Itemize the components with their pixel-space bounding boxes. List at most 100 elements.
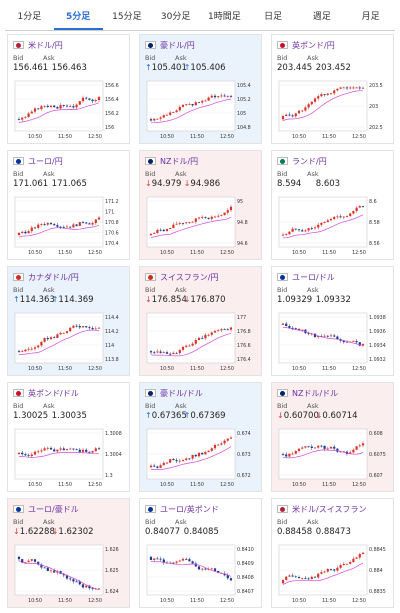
tab-4[interactable]: 1時間足 xyxy=(208,12,241,22)
x-tick-label: 11:50 xyxy=(322,366,336,372)
candle-body xyxy=(46,447,49,449)
candle-body xyxy=(229,95,233,97)
candle-body xyxy=(24,231,27,234)
y-tick-label: 0.674 xyxy=(237,431,251,437)
rate-card-header: 米ドル/スイスフラン xyxy=(277,503,366,515)
candle-body xyxy=(333,446,336,449)
ask-price-wrap: 171.065 xyxy=(52,179,87,189)
price-labels: Bid Ask xyxy=(145,170,205,178)
tab-2[interactable]: 15分足 xyxy=(112,12,142,22)
bid-label: Bid xyxy=(13,518,24,526)
candle-body xyxy=(46,105,49,107)
tab-6[interactable]: 週足 xyxy=(312,12,331,22)
candle-body xyxy=(342,340,345,343)
candle-body xyxy=(207,569,210,570)
candle-body xyxy=(75,449,78,451)
candle-body xyxy=(69,448,72,450)
pair-name: NZドル/ドル xyxy=(292,388,339,398)
candle-body xyxy=(345,87,349,89)
candle-body xyxy=(304,230,307,232)
ask-price-wrap: 203.452 xyxy=(316,63,351,73)
x-tick-label: 10:50 xyxy=(160,598,174,604)
candle-body xyxy=(72,224,75,228)
candle-body xyxy=(336,336,339,340)
candle-body xyxy=(207,450,210,453)
y-tick-label: 156.4 xyxy=(105,97,119,103)
candle-body xyxy=(185,222,188,224)
ask-price: 171.065 xyxy=(51,179,87,189)
candle-body xyxy=(355,207,358,211)
mini-chart: 171.2 171 170.8 170.6 170.4 10:50 11:50 12:50 xyxy=(12,194,127,256)
candle-body xyxy=(40,450,43,452)
bid-price: 0.84077 xyxy=(145,527,181,537)
arrow-down-icon: ↓ xyxy=(183,179,191,188)
candle-body xyxy=(91,223,94,225)
y-tick-label: 1.3004 xyxy=(105,452,122,458)
bid-price: 176.854 xyxy=(151,295,187,305)
ask-label: Ask xyxy=(307,402,319,410)
candle-body xyxy=(358,554,361,558)
candle-body xyxy=(72,325,75,328)
candle-body xyxy=(59,571,62,574)
candle-body xyxy=(27,348,30,350)
x-tick-label: 11:50 xyxy=(322,482,336,488)
rate-card[interactable]: 豪ドル/ドル Bid Ask ↑0.67365 ↑0.67369 0.674 0.673 0… xyxy=(139,382,262,492)
price-values: ↑105.401 ↑105.406 xyxy=(145,63,226,73)
bid-price: 1.09329 xyxy=(277,295,313,305)
candle-body xyxy=(285,576,288,580)
ask-label: Ask xyxy=(175,402,187,410)
tab-0[interactable]: 1分足 xyxy=(17,12,42,22)
rate-card[interactable]: ユーロ/英ポンド Bid Ask 0.84077 0.84085 0.8410 0.840… xyxy=(139,498,262,608)
candle-body xyxy=(361,344,365,346)
candle-body xyxy=(94,448,97,452)
candle-body xyxy=(194,563,197,567)
y-tick-label: 94.6 xyxy=(237,241,248,247)
ask-price: 156.463 xyxy=(51,63,87,73)
tab-3[interactable]: 30分足 xyxy=(160,12,191,22)
rate-card[interactable]: 英ポンド/円 Bid Ask 203.445 203.452 203.5 203 202.5… xyxy=(271,34,394,144)
candle-body xyxy=(72,106,75,108)
candle-body xyxy=(172,459,175,461)
rate-card[interactable]: NZドル/円 Bid Ask ↓94.979 ↓94.986 95 94.8 94.6 10:… xyxy=(139,150,262,260)
candle-body xyxy=(197,566,201,570)
rate-card[interactable]: ユーロ/円 Bid Ask 171.061 171.065 171.2 171 170.8 1… xyxy=(7,150,130,260)
tab-7[interactable]: 月足 xyxy=(361,12,380,22)
candle-body xyxy=(207,97,210,101)
candle-body xyxy=(320,572,323,574)
tab-1[interactable]: 5分足 xyxy=(53,5,103,30)
rate-card[interactable]: カナダドル/円 Bid Ask ↑114.363 ↑114.369 114.4 114.2… xyxy=(7,266,130,376)
candle-body xyxy=(313,576,317,578)
candle-body xyxy=(317,445,320,448)
rate-card[interactable]: ランド/円 Bid Ask 8.594 8.603 8.6 8.58 8.56 10:50 11… xyxy=(271,150,394,260)
rate-card-header: ランド/円 xyxy=(277,155,327,167)
candle-body xyxy=(149,119,153,121)
rate-card[interactable]: 豪ドル/円 Bid Ask ↑105.401 ↑105.406 105.4 105.2 10… xyxy=(139,34,262,144)
moving-average-line xyxy=(18,560,100,591)
candle-body xyxy=(185,458,188,461)
ask-price-wrap: ↑105.406 xyxy=(184,63,226,73)
x-tick-label: 10:50 xyxy=(160,250,174,256)
rate-card[interactable]: ユーロ/豪ドル Bid Ask ↓1.62288 ↓1.62302 1.626 1.625… xyxy=(7,498,130,608)
bid-label: Bid xyxy=(277,286,288,294)
rate-card[interactable]: ユーロ/ドル Bid Ask 1.09329 1.09332 1.0938 1.0936 1… xyxy=(271,266,394,376)
moving-average-line xyxy=(18,102,100,123)
rate-card[interactable]: NZドル/ドル Bid Ask ↓0.60700 ↓0.60714 0.608 0.607… xyxy=(271,382,394,492)
candle-body xyxy=(323,335,326,337)
rate-card[interactable]: 英ポンド/ドル Bid Ask 1.30025 1.30035 1.3008 1.3004… xyxy=(7,382,130,492)
candle-body xyxy=(191,561,194,564)
candle-body xyxy=(43,224,46,225)
tab-5[interactable]: 日足 xyxy=(264,12,283,22)
y-tick-label: 1.0936 xyxy=(369,329,386,335)
candle-body xyxy=(62,105,65,106)
price-values: 203.445 203.452 xyxy=(277,63,351,73)
rate-card[interactable]: スイスフラン/円 Bid Ask ↓176.854 ↓176.870 177 176.8 1… xyxy=(139,266,262,376)
candle-body xyxy=(30,348,33,350)
rate-card[interactable]: 米ドル/円 Bid Ask 156.461 156.463 156.6 156.4 156.… xyxy=(7,34,130,144)
candle-body xyxy=(46,567,49,572)
y-tick-label: 203 xyxy=(369,104,378,110)
x-tick-label: 10:50 xyxy=(28,366,42,372)
candle-body xyxy=(56,107,59,109)
rate-card[interactable]: 米ドル/スイスフラン Bid Ask 0.88458 0.88473 0.8845 0.8… xyxy=(271,498,394,608)
candle-body xyxy=(156,229,159,233)
price-labels: Bid Ask xyxy=(277,518,337,526)
